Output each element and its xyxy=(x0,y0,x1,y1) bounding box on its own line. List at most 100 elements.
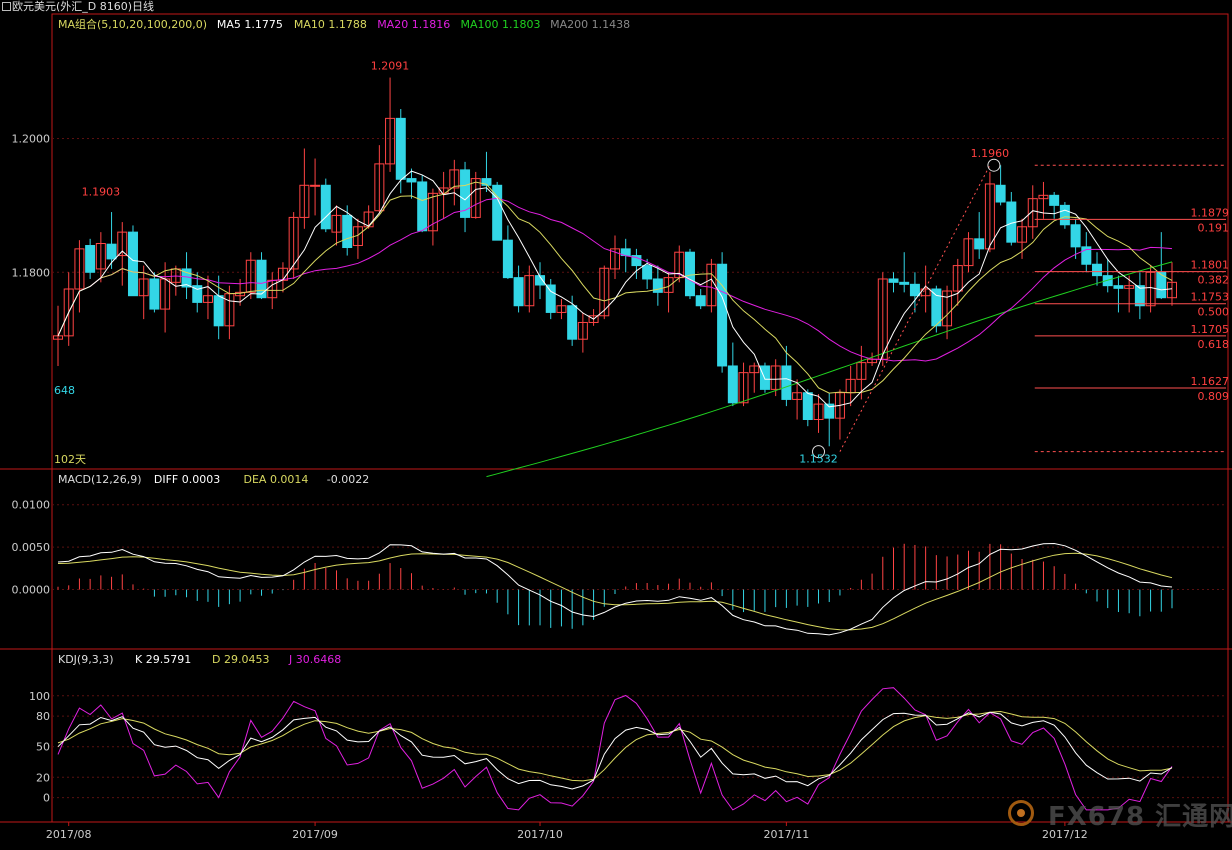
candle-body xyxy=(963,238,974,267)
candle-body xyxy=(310,184,321,187)
x-tick-label: 2017/12 xyxy=(1042,828,1088,841)
fib-ratio-label: 0.618 xyxy=(1198,338,1230,351)
candle-body xyxy=(245,259,256,293)
candle-body xyxy=(256,259,267,299)
main-legend-item: MA20 1.1816 xyxy=(377,18,450,31)
candle-body xyxy=(85,245,96,273)
candle-body xyxy=(535,275,546,286)
side-label-top: 648 xyxy=(54,384,75,397)
kdj-legend-item: K 29.5791 xyxy=(135,653,191,666)
price-annotation: 1.1903 xyxy=(82,185,121,198)
candle-body xyxy=(631,255,642,267)
chart-title: 欧元美元(外汇_D 8160)日线 xyxy=(12,0,155,13)
candle-body xyxy=(427,192,438,232)
candle-body xyxy=(117,231,128,257)
k-line xyxy=(57,711,1173,790)
candle-body xyxy=(556,305,567,313)
candle-body xyxy=(470,178,481,218)
candle-body xyxy=(802,392,813,420)
candle-body xyxy=(492,184,503,241)
candle-body xyxy=(138,278,149,297)
candle-body xyxy=(1081,246,1092,265)
ma20-line xyxy=(89,197,1173,362)
candle-body xyxy=(545,284,556,313)
candle-body xyxy=(1017,226,1028,243)
candle-body xyxy=(727,365,738,404)
candle-body xyxy=(610,248,620,270)
candle-body xyxy=(149,278,160,310)
candle-body xyxy=(352,226,363,247)
candle-body xyxy=(460,169,471,218)
candle-body xyxy=(385,117,396,165)
candle-body xyxy=(63,288,74,337)
candle-body xyxy=(1167,281,1177,299)
j-line xyxy=(57,687,1173,811)
x-tick-label: 2017/10 xyxy=(517,828,563,841)
ma10-line xyxy=(57,181,1173,394)
candle-body xyxy=(417,181,428,232)
macd-legend-item: DEA 0.0014 xyxy=(244,473,309,486)
y-tick-label: 1.2000 xyxy=(12,132,51,145)
candle-body xyxy=(524,275,535,307)
candle-body xyxy=(663,277,674,293)
side-label-bottom: 102天 xyxy=(54,453,86,466)
x-tick-label: 2017/09 xyxy=(292,828,338,841)
candle-body xyxy=(127,231,138,297)
price-annotation: 1.2091 xyxy=(371,60,410,73)
candle-body xyxy=(1124,285,1135,289)
candle-body xyxy=(749,365,760,374)
fib-ratio-label: 0.809 xyxy=(1198,390,1230,403)
diff-line xyxy=(57,542,1173,636)
candle-body xyxy=(299,184,310,218)
candle-body xyxy=(952,265,963,292)
candle-body xyxy=(684,251,695,297)
high-marker xyxy=(987,158,1001,172)
macd-legend-item: MACD(12,26,9) xyxy=(58,473,142,486)
candle-body xyxy=(781,365,792,400)
x-tick-label: 2017/08 xyxy=(46,828,92,841)
price-annotation: 1.1960 xyxy=(971,147,1010,160)
candle-body xyxy=(395,117,406,180)
watermark-text: FX678 汇通网 xyxy=(1048,802,1232,832)
candle-body xyxy=(481,178,492,186)
candle-body xyxy=(588,315,599,323)
candle-body xyxy=(513,277,524,307)
fib-price-label: 1.1753 xyxy=(1191,291,1230,304)
candle-body xyxy=(834,392,845,419)
main-legend-item: MA组合(5,10,20,100,200,0) xyxy=(58,17,207,31)
candle-body xyxy=(235,291,246,297)
candle-body xyxy=(1038,194,1049,200)
candle-body xyxy=(213,295,224,327)
fib-price-label: 1.1705 xyxy=(1191,323,1230,336)
candle-body xyxy=(824,403,835,419)
candle-body xyxy=(202,295,213,303)
kdj-legend-item: D 29.0453 xyxy=(212,653,269,666)
candle-body xyxy=(642,265,653,280)
title-bar: 欧元美元(外汇_D 8160)日线 xyxy=(0,0,1232,14)
candle-body xyxy=(1156,271,1167,299)
candle-body xyxy=(706,263,717,307)
candle-body xyxy=(331,214,342,233)
candle-body xyxy=(1059,204,1070,226)
candle-body xyxy=(770,365,781,390)
candle-body xyxy=(1070,224,1081,248)
candle-body xyxy=(106,243,117,260)
kdj-legend-item: J 30.6468 xyxy=(288,653,341,666)
candle-body xyxy=(192,285,203,303)
candle-body xyxy=(502,239,513,279)
candle-body xyxy=(288,216,299,270)
y-tick-label: 80 xyxy=(36,710,50,723)
candle-body xyxy=(1027,198,1038,228)
candle-body xyxy=(95,243,106,270)
y-tick-label: 0.0000 xyxy=(12,584,51,597)
candle-body xyxy=(695,295,706,307)
candle-body xyxy=(942,290,953,327)
ma100-line xyxy=(486,261,1173,478)
y-tick-label: 0.0100 xyxy=(12,499,51,512)
fib-trend-line xyxy=(839,164,991,452)
window-icon[interactable] xyxy=(2,2,11,11)
candle-body xyxy=(759,365,770,390)
x-tick-label: 2017/11 xyxy=(764,828,810,841)
candle-body xyxy=(995,184,1006,203)
